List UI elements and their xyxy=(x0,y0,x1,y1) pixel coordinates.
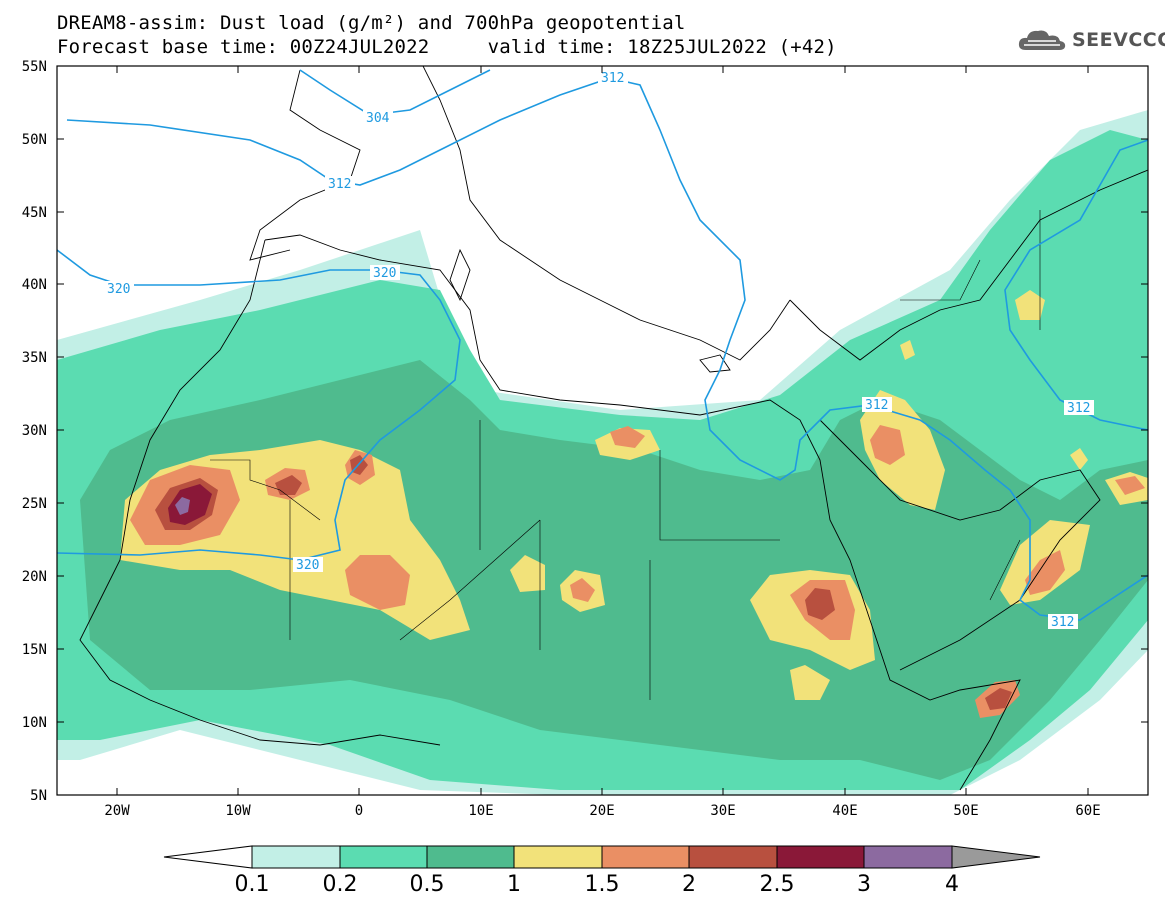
lon-label-60e: 60E xyxy=(1075,803,1100,819)
colorbar-label-2.5: 2.5 xyxy=(759,872,795,897)
contour-label-2: 304 xyxy=(366,111,390,126)
colorbar-bin-3 xyxy=(863,845,953,869)
coastlines xyxy=(79,66,1148,791)
contour-label-4: 320 xyxy=(107,282,130,297)
contour-312-north xyxy=(66,77,1148,621)
colorbar xyxy=(163,845,1041,869)
colorbar-bin-2.5 xyxy=(776,845,865,869)
colorbar-bin-0.5 xyxy=(426,845,515,869)
lat-axis xyxy=(57,65,1148,723)
west-africa-coast xyxy=(79,239,441,746)
seevccc-logo: SEEVCCC xyxy=(1016,26,1165,54)
lon-label-30e: 30E xyxy=(710,803,735,819)
lat-label-35n: 35N xyxy=(22,350,47,366)
contour-label-9: 312 xyxy=(1051,615,1074,630)
lon-label-40e: 40E xyxy=(832,803,857,819)
colorbar-label-1.5: 1.5 xyxy=(584,872,620,897)
arabia-coast xyxy=(789,169,1148,671)
cloud-icon xyxy=(1018,30,1066,50)
lon-label-10e: 10E xyxy=(468,803,493,819)
lat-label-30n: 30N xyxy=(22,423,47,439)
med-islands xyxy=(449,248,731,373)
lon-labels: 20W 10W 0 10E 20E 30E 40E 50E 60E xyxy=(104,803,1100,819)
contour-label-3: 312 xyxy=(328,177,351,192)
lon-label-50e: 50E xyxy=(953,803,978,819)
colorbar-bin-0.2 xyxy=(339,845,428,869)
lat-label-50n: 50N xyxy=(22,132,47,148)
contour-label-1: 312 xyxy=(601,71,624,86)
colorbar-label-3: 3 xyxy=(857,872,871,897)
lat-label-45n: 45N xyxy=(22,205,47,221)
africa-coast xyxy=(264,234,1021,791)
colorbar-label-0.5: 0.5 xyxy=(409,872,445,897)
colorbar-label-2: 2 xyxy=(682,872,696,897)
colorbar-high-arrow xyxy=(951,845,1041,869)
lat-label-5n: 5N xyxy=(30,788,47,804)
colorbar-label-0.1: 0.1 xyxy=(234,872,270,897)
colorbar-low-arrow xyxy=(163,845,253,869)
colorbar-bin-1.5 xyxy=(601,845,690,869)
lat-label-10n: 10N xyxy=(22,715,47,731)
lon-label-20w: 20W xyxy=(104,803,130,819)
contour-labels: 312 304 312 320 320 312 320 312 312 xyxy=(104,70,1094,630)
logo-text: SEEVCCC xyxy=(1072,29,1165,51)
contour-label-7: 320 xyxy=(296,558,319,573)
contour-label-8: 312 xyxy=(1067,401,1090,416)
colorbar-bin-0.1 xyxy=(251,845,341,869)
colorbar-label-0.2: 0.2 xyxy=(322,872,358,897)
contour-label-6: 312 xyxy=(865,398,888,413)
contour-label-5: 320 xyxy=(373,266,396,281)
lon-label-0: 0 xyxy=(355,803,363,819)
dust-2.5-patches xyxy=(168,484,212,525)
lat-label-40n: 40N xyxy=(22,277,47,293)
lat-labels: 55N 50N 45N 40N 35N 30N 25N 20N 15N 10N … xyxy=(22,59,47,804)
lon-label-20e: 20E xyxy=(589,803,614,819)
title-line-2: Forecast base time: 00Z24JUL2022 valid t… xyxy=(57,36,837,58)
colorbar-label-4: 4 xyxy=(945,872,959,897)
borders xyxy=(210,210,1041,700)
lon-axis xyxy=(116,66,1089,795)
colorbar-bin-2 xyxy=(688,845,778,869)
title-line-1: DREAM8-assim: Dust load (g/m²) and 700hP… xyxy=(57,12,686,34)
colorbar-label-1: 1 xyxy=(507,872,521,897)
dust-3-patch xyxy=(175,497,190,515)
dust-field xyxy=(57,110,1148,795)
colorbar-bin-1 xyxy=(513,845,603,869)
lon-label-10w: 10W xyxy=(225,803,251,819)
lat-label-55n: 55N xyxy=(22,59,47,75)
contour-320 xyxy=(57,249,461,561)
lat-label-20n: 20N xyxy=(22,569,47,585)
lat-label-25n: 25N xyxy=(22,496,47,512)
lat-label-15n: 15N xyxy=(22,642,47,658)
